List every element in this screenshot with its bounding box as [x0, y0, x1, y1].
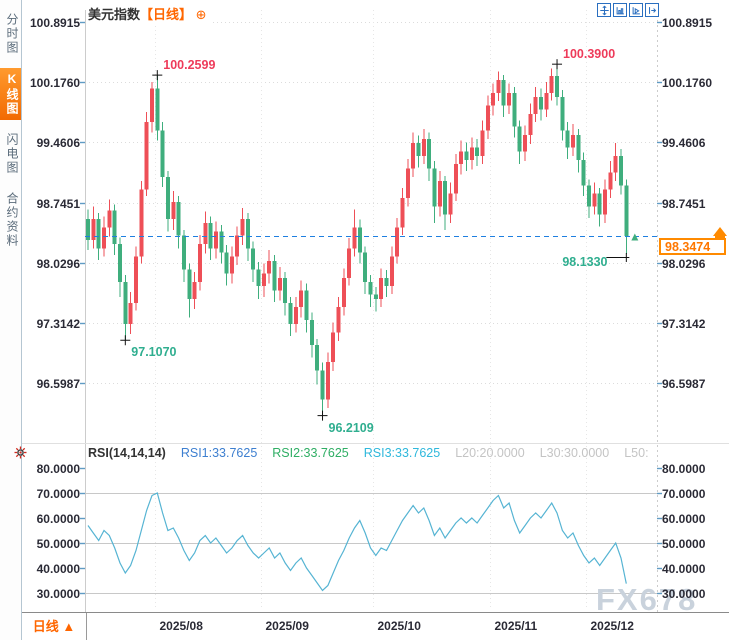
y-axis-label-right: 96.5987 — [662, 376, 706, 391]
rsi-axis-label-left: 50.0000 — [36, 536, 80, 551]
timeframe-label: 【日线】 — [140, 7, 193, 22]
extreme-marker — [552, 59, 563, 70]
axis-scale-icon[interactable] — [613, 3, 627, 17]
sidebar-tab-3[interactable]: 合约资料 — [5, 192, 19, 248]
y-axis-label-left: 99.4606 — [36, 135, 80, 150]
extreme-marker — [120, 335, 131, 346]
rsi-params-label: RSI(14,14,14) — [88, 446, 166, 460]
y-axis-label-right: 97.3142 — [662, 316, 706, 331]
timeframe-up-arrow: ▲ — [62, 619, 76, 634]
indicator-settings-icon[interactable] — [14, 446, 27, 464]
rsi-axis-label-right: 40.0000 — [662, 561, 706, 576]
x-axis-label: 2025/11 — [494, 619, 538, 633]
rsi-legend-item-1: RSI2:33.7625 — [272, 446, 349, 460]
rsi-axis-label-right: 30.0000 — [662, 586, 706, 601]
sun-icon — [14, 446, 27, 459]
rsi-axis-label-right: 60.0000 — [662, 511, 706, 526]
rsi-legend-item-3: L20:20.0000 — [455, 446, 525, 460]
x-axis-label: 2025/12 — [590, 619, 634, 633]
extreme-marker — [317, 410, 328, 421]
y-axis-label-right: 98.7451 — [662, 196, 706, 211]
sidebar-tab-1[interactable]: K线图 — [0, 68, 21, 120]
x-axis-label: 2025/10 — [377, 619, 421, 633]
rsi-legend-item-4: L30:30.0000 — [539, 446, 610, 460]
rsi-axis-label-left: 60.0000 — [36, 511, 80, 526]
y-axis-label-right: 98.0296 — [662, 256, 706, 271]
rsi-axis-label-right: 70.0000 — [662, 486, 706, 501]
low-price-annotation: 97.1070 — [131, 345, 177, 360]
sidebar: 分时图 K线图闪电图合约资料 — [0, 0, 22, 640]
rsi-line — [87, 492, 627, 592]
y-axis-label-left: 97.3142 — [36, 316, 80, 331]
rsi-axis-label-left: 40.0000 — [36, 561, 80, 576]
rsi-legend-item-5: L50: — [624, 446, 649, 460]
high-price-annotation: 100.3900 — [563, 47, 616, 62]
current-price-value: 98.3474 — [665, 240, 711, 254]
rsi-legend-item-0: RSI1:33.7625 — [180, 446, 258, 460]
rsi-legend-item-2: RSI3:33.7625 — [363, 446, 441, 460]
rsi-axis-label-right: 50.0000 — [662, 536, 706, 551]
footer-bar: 日线 ▲ — [22, 612, 729, 640]
extreme-marker — [606, 252, 630, 262]
timeframe-selector[interactable]: 日线 ▲ — [22, 613, 87, 640]
extreme-marker — [152, 70, 163, 81]
sidebar-tab-0[interactable]: 分时图 — [5, 13, 19, 55]
scroll-to-latest-arrow[interactable] — [713, 227, 727, 238]
y-axis-label-left: 100.8915 — [30, 15, 81, 30]
y-axis-label-left: 98.0296 — [36, 256, 80, 271]
y-axis-label-right: 99.4606 — [662, 135, 706, 150]
y-axis-label-left: 100.1760 — [30, 75, 81, 90]
page-title: 美元指数 — [88, 7, 141, 22]
x-axis-label: 2025/08 — [159, 619, 203, 633]
rsi-legend: RSI(14,14,14) RSI1:33.7625 RSI2:33.7625 RSI… — [88, 446, 649, 460]
y-axis-label-left: 98.7451 — [36, 196, 80, 211]
rsi-axis-label-right: 80.0000 — [662, 461, 706, 476]
current-price-tag: 98.3474 — [659, 238, 726, 255]
candlestick-series — [86, 64, 629, 416]
chart-header: 美元指数【日线】 ⊕ — [88, 4, 211, 23]
rsi-axis-label-left: 30.0000 — [36, 586, 80, 601]
crosshair-move-icon[interactable] — [597, 3, 611, 17]
y-axis-label-right: 100.1760 — [662, 75, 713, 90]
high-price-annotation: 100.2599 — [163, 58, 216, 73]
chart-toolbar — [597, 3, 659, 17]
go-to-latest-icon[interactable] — [645, 3, 659, 17]
x-axis-label: 2025/09 — [265, 619, 309, 633]
add-indicator-icon[interactable]: ⊕ — [195, 7, 207, 22]
y-axis-label-right: 100.8915 — [662, 15, 713, 30]
y-axis-label-left: 96.5987 — [36, 376, 80, 391]
low-price-annotation: 96.2109 — [328, 420, 374, 435]
rsi-axis-label-left: 70.0000 — [36, 486, 80, 501]
sidebar-tab-2[interactable]: 闪电图 — [5, 133, 19, 175]
latest-price-marker — [631, 233, 639, 241]
low-price-annotation: 98.1330 — [562, 254, 608, 269]
rsi-axis-label-left: 80.0000 — [36, 461, 80, 476]
timeframe-selector-label: 日线 — [32, 619, 59, 634]
watermark: FX678 — [596, 582, 698, 617]
axis-autofit-icon[interactable] — [629, 3, 643, 17]
main-gridlines — [80, 10, 662, 618]
